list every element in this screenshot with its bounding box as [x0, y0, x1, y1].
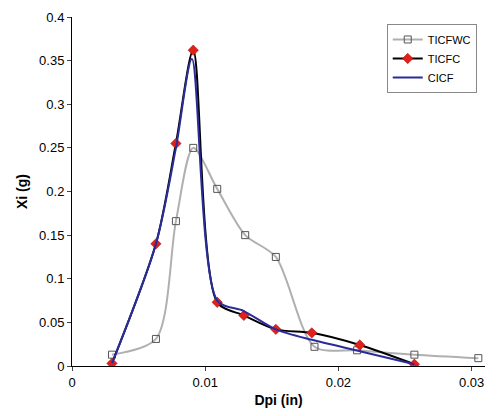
svg-text:Xi (g): Xi (g)	[14, 174, 30, 209]
svg-text:0.4: 0.4	[46, 10, 64, 25]
svg-text:0.25: 0.25	[39, 140, 64, 155]
svg-text:0.35: 0.35	[39, 53, 64, 68]
svg-text:0.01: 0.01	[193, 375, 218, 390]
svg-text:0.3: 0.3	[46, 97, 64, 112]
svg-text:TICFWC: TICFWC	[428, 34, 471, 46]
svg-text:0.02: 0.02	[326, 375, 351, 390]
svg-text:0.2: 0.2	[46, 184, 64, 199]
svg-text:Dpi (in): Dpi (in)	[254, 392, 302, 408]
svg-text:CICF: CICF	[428, 72, 454, 84]
svg-text:0.1: 0.1	[46, 271, 64, 286]
svg-text:0: 0	[57, 359, 64, 374]
svg-text:0.15: 0.15	[39, 228, 64, 243]
svg-text:0.05: 0.05	[39, 315, 64, 330]
svg-text:0: 0	[68, 375, 75, 390]
svg-text:0.03: 0.03	[459, 375, 484, 390]
svg-text:TICFC: TICFC	[428, 53, 460, 65]
